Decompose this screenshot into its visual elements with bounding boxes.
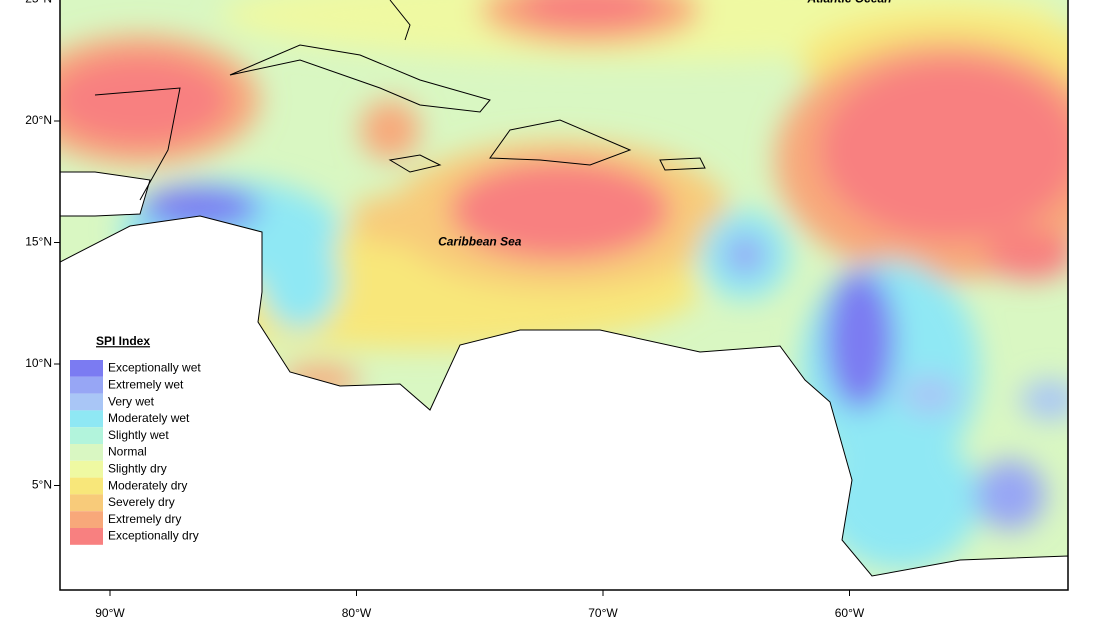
legend-swatch bbox=[70, 376, 103, 394]
y-tick-label: 20°N bbox=[25, 113, 52, 127]
y-tick-label: 5°N bbox=[32, 478, 52, 492]
legend-swatch bbox=[70, 460, 103, 478]
legend-label: Exceptionally wet bbox=[108, 361, 201, 375]
legend-label: Moderately wet bbox=[108, 411, 190, 425]
coastline bbox=[489, 119, 632, 166]
legend-swatch bbox=[70, 393, 103, 411]
legend-swatch bbox=[70, 410, 103, 428]
legend-swatch bbox=[70, 528, 103, 545]
x-tick-label: 70°W bbox=[588, 606, 618, 620]
legend-label: Very wet bbox=[108, 394, 155, 408]
place-label: Caribbean Sea bbox=[438, 235, 522, 249]
spi-field bbox=[60, 0, 1068, 590]
land bbox=[60, 171, 151, 217]
legend-label: Slightly wet bbox=[108, 428, 169, 442]
legend-swatch bbox=[70, 360, 103, 377]
y-tick-label: 25°N bbox=[25, 0, 52, 6]
legend-swatch bbox=[70, 477, 103, 495]
legend: SPI Index Exceptionally wet Extremely wet… bbox=[70, 334, 201, 545]
legend-label: Normal bbox=[108, 445, 147, 459]
legend-label: Severely dry bbox=[108, 495, 175, 509]
legend-swatch bbox=[70, 444, 103, 461]
coastline bbox=[229, 44, 491, 113]
x-tick-label: 80°W bbox=[342, 606, 372, 620]
coastline bbox=[659, 157, 706, 171]
x-tick-label: 90°W bbox=[95, 606, 125, 620]
coastline bbox=[94, 87, 181, 201]
coastline bbox=[389, 0, 411, 41]
y-tick-label: 15°N bbox=[25, 235, 52, 249]
legend-swatch bbox=[70, 494, 103, 512]
legend-label: Moderately dry bbox=[108, 478, 187, 492]
legend-title: SPI Index bbox=[96, 334, 150, 348]
map-frame bbox=[59, 0, 1069, 591]
x-tick-label: 60°W bbox=[835, 606, 865, 620]
legend-label: Exceptionally dry bbox=[108, 529, 199, 543]
legend-label: Slightly dry bbox=[108, 461, 167, 475]
legend-swatch bbox=[70, 511, 103, 528]
legend-label: Extremely wet bbox=[108, 377, 184, 391]
land bbox=[60, 215, 1068, 590]
place-label: Atlantic Ocean bbox=[806, 0, 891, 6]
legend-label: Extremely dry bbox=[108, 512, 181, 526]
legend-swatch bbox=[70, 427, 103, 444]
coastline bbox=[388, 154, 442, 173]
y-tick-label: 10°N bbox=[25, 356, 52, 370]
